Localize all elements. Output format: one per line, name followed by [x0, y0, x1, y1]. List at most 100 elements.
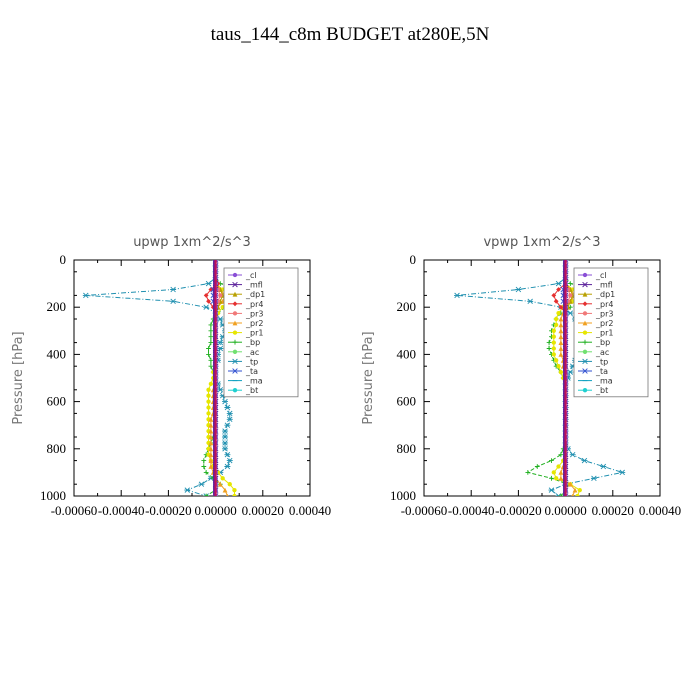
data-point-tp — [548, 487, 555, 493]
legend-entry: _ac — [595, 348, 609, 357]
y-axis-label: Pressure [hPa] — [11, 331, 26, 424]
y-tick-label: 0 — [410, 252, 417, 267]
data-point-pr1 — [556, 310, 561, 316]
x-tick-label: 0.00040 — [289, 503, 331, 518]
legend-entry: _cl — [595, 271, 607, 280]
data-point-tp — [198, 481, 205, 487]
data-point-pr1 — [551, 340, 556, 345]
data-point-bp — [208, 357, 214, 363]
data-point-tp — [217, 339, 224, 346]
data-point-bp — [546, 346, 552, 351]
chart-title: upwp 1xm^2/s^3 — [133, 235, 251, 250]
data-point-tp — [217, 387, 224, 393]
legend-marker — [582, 311, 588, 316]
legend-marker — [582, 281, 588, 288]
legend-entry: _bp — [245, 338, 260, 347]
data-point-pr2 — [208, 440, 214, 446]
x-tick-label: 0.00040 — [639, 503, 681, 518]
figure-title: taus_144_c8m BUDGET at280E,5N — [211, 24, 490, 45]
x-tick-label: -0.00020 — [145, 503, 192, 518]
data-point-pr2 — [558, 334, 564, 340]
data-point-bp — [203, 493, 209, 496]
data-point-tp — [222, 434, 229, 440]
data-point-pr1 — [554, 322, 559, 328]
data-point-pr4 — [553, 298, 559, 304]
legend-entry: _dp1 — [595, 290, 615, 299]
data-point-pr2 — [558, 340, 564, 345]
data-point-tp — [226, 457, 233, 464]
data-point-pr2 — [558, 352, 564, 357]
data-point-pr4 — [556, 287, 561, 292]
data-point-tp — [224, 422, 231, 428]
data-point-tp — [567, 369, 574, 375]
data-point-bp — [525, 470, 531, 475]
legend-marker — [232, 349, 238, 354]
data-point-tp — [226, 410, 233, 417]
upwp-panel: upwp 1xm^2/s^3 Pressure [hPa] 0 200 400 600 80… — [11, 235, 331, 518]
x-tick-label: 0.00000 — [194, 503, 236, 518]
y-tick-label: 1000 — [390, 488, 416, 503]
legend-marker — [582, 320, 588, 326]
data-point-tp — [454, 292, 461, 299]
data-point-bp — [549, 475, 554, 481]
plot-area — [454, 260, 644, 496]
data-point-tp — [600, 463, 607, 470]
series-line-bp — [526, 260, 642, 496]
x-tick-label: -0.00040 — [98, 503, 145, 518]
data-point-pr2 — [208, 434, 214, 440]
data-point-tp — [222, 428, 229, 434]
y-tick-label: 600 — [47, 394, 67, 409]
legend-marker — [582, 272, 588, 278]
legend-marker — [232, 311, 238, 316]
legend: _cl_mfl_dp1_pr4_pr3_pr2_pr1_bp_ac_tp_ta_… — [223, 267, 299, 398]
data-point-pr4 — [206, 298, 211, 304]
x-tick-label: 0.00000 — [544, 503, 586, 518]
legend-entry: _pr4 — [595, 300, 613, 309]
legend-marker — [232, 291, 238, 297]
data-point-tp — [567, 310, 574, 316]
legend-entry: _bt — [595, 386, 608, 395]
data-point-tp — [82, 292, 89, 299]
data-point-bp — [201, 464, 207, 469]
x-tick-label: -0.00020 — [495, 503, 542, 518]
x-tick-label: -0.00040 — [448, 503, 495, 518]
data-point-tp — [217, 345, 224, 352]
data-point-pr2 — [572, 487, 578, 493]
data-point-pr1 — [554, 358, 559, 363]
legend-entry: _bp — [595, 338, 610, 347]
legend-entry: _pr4 — [245, 300, 263, 309]
data-point-bp — [534, 464, 540, 469]
legend-marker — [232, 339, 238, 345]
legend-marker — [232, 272, 238, 278]
legend-entry: _pr2 — [595, 319, 613, 328]
data-point-bp — [549, 458, 554, 463]
legend-entry: _pr2 — [245, 319, 263, 328]
data-point-pr2 — [567, 481, 573, 487]
data-point-pr2 — [208, 422, 214, 428]
data-point-pr1 — [551, 470, 556, 475]
legend-marker — [232, 301, 238, 307]
legend-entry: _ac — [245, 348, 259, 357]
data-point-bp — [208, 363, 214, 369]
legend-entry: _ta — [245, 367, 258, 376]
data-point-pr1 — [551, 334, 556, 339]
data-point-bp — [208, 322, 214, 328]
data-point-pr1 — [575, 493, 580, 496]
data-point-pr1 — [232, 487, 237, 493]
data-point-pr2 — [226, 493, 229, 496]
data-point-tp — [224, 451, 231, 458]
data-point-tp — [222, 440, 229, 446]
data-point-pr1 — [556, 464, 561, 469]
data-point-pr2 — [208, 458, 214, 463]
data-point-tp — [581, 457, 588, 464]
data-point-pr1 — [206, 399, 211, 404]
data-point-pr1 — [554, 476, 559, 481]
legend-entry: _pr1 — [595, 329, 613, 338]
data-point-pr2 — [208, 452, 214, 458]
data-point-tp — [226, 416, 233, 423]
y-tick-label: 400 — [47, 346, 67, 361]
data-point-bp — [208, 334, 214, 340]
data-point-tp — [203, 493, 210, 496]
data-point-tp — [527, 298, 534, 305]
